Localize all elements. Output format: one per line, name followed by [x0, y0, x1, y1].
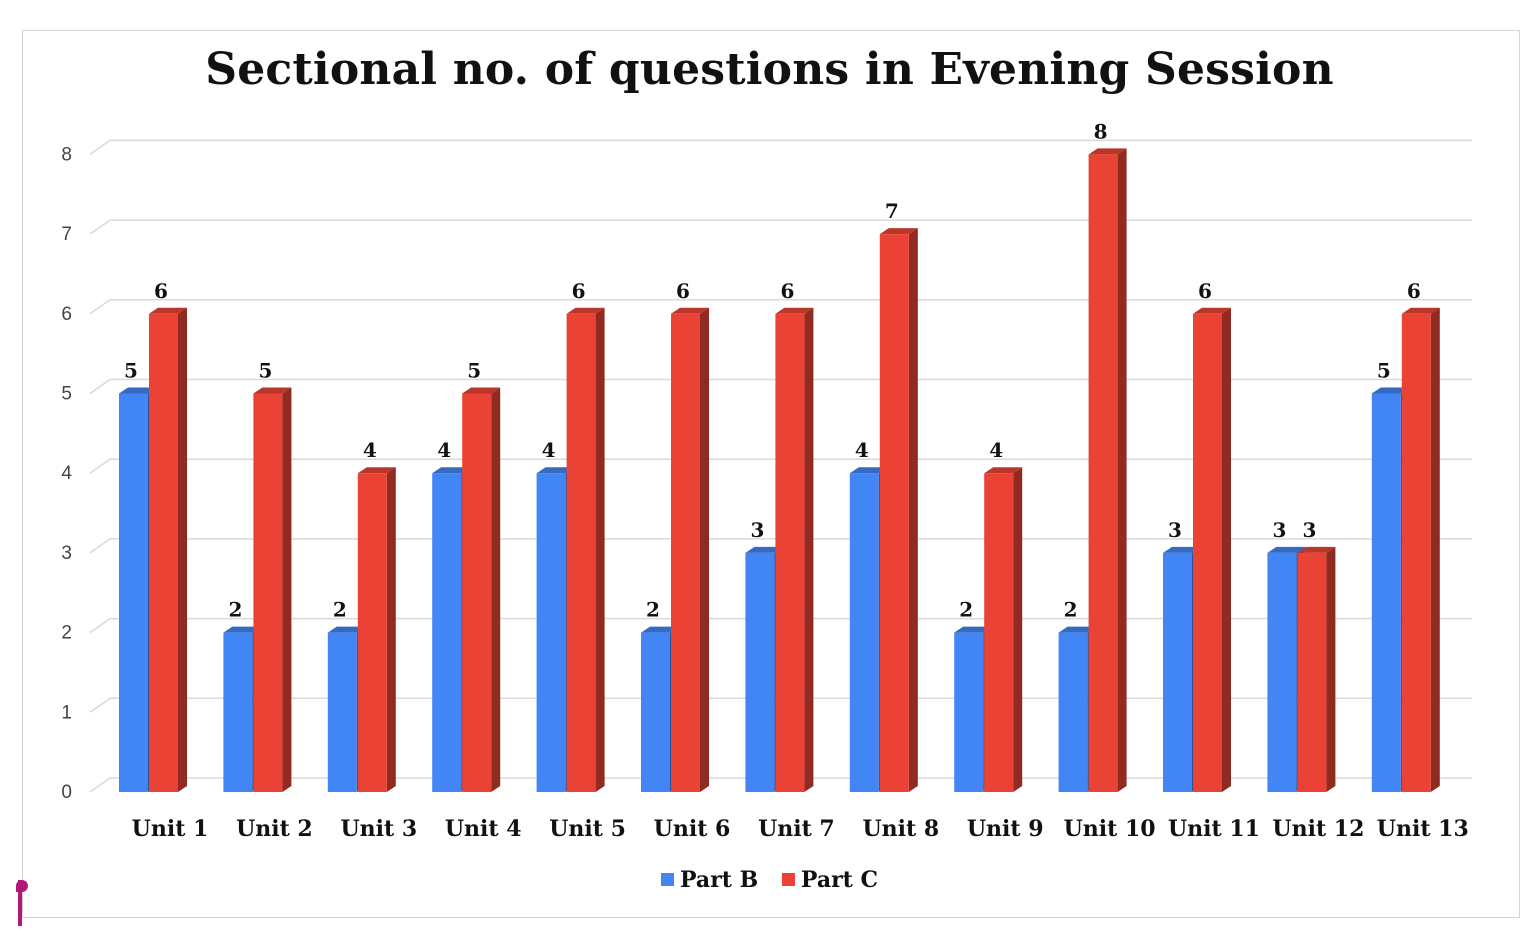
bar-part-c-unit-6[interactable] — [671, 307, 709, 792]
y-tick-label: 2 — [61, 623, 72, 644]
legend-item-part-b[interactable]: Part B — [660, 866, 759, 893]
x-axis: Unit 1 Unit 2 Unit 3 Unit 4 Unit 5 Unit 6 Unit… — [132, 816, 1469, 842]
legend: Part B Part C — [0, 866, 1539, 893]
data-label: 6 — [572, 279, 586, 303]
data-label: 5 — [124, 359, 138, 383]
data-label: 5 — [467, 359, 481, 383]
page-marker-head — [16, 880, 28, 892]
y-tick-label: 7 — [61, 224, 72, 245]
y-tick-label: 6 — [61, 304, 72, 325]
data-label: 4 — [542, 438, 556, 462]
y-tick-label: 4 — [61, 463, 72, 484]
x-tick-label: Unit 8 — [862, 816, 939, 842]
gridline-4 — [89, 458, 1472, 474]
legend-swatch-part-c — [781, 873, 795, 886]
bar-part-c-unit-9[interactable] — [984, 467, 1023, 792]
data-label: 4 — [363, 438, 377, 462]
bar-part-c-unit-10[interactable] — [1088, 148, 1127, 792]
data-label: 5 — [1377, 359, 1391, 383]
x-tick-label: Unit 2 — [236, 816, 313, 842]
bar-part-c-unit-12[interactable] — [1297, 546, 1336, 792]
gridline-7 — [89, 219, 1472, 235]
bar-part-c-unit-3[interactable] — [357, 467, 396, 792]
data-label: 2 — [959, 598, 973, 622]
x-tick-label: Unit 4 — [445, 816, 522, 842]
x-tick-label: Unit 5 — [549, 816, 626, 842]
data-label: 6 — [1407, 279, 1421, 303]
legend-item-part-c[interactable]: Part C — [781, 866, 879, 893]
data-label: 4 — [989, 438, 1003, 462]
data-label: 6 — [676, 279, 690, 303]
x-tick-label: Unit 1 — [132, 816, 209, 842]
data-label: 7 — [885, 199, 899, 223]
bar-part-c-unit-4[interactable] — [462, 387, 501, 793]
data-label: 3 — [750, 518, 764, 542]
data-label: 2 — [333, 598, 347, 622]
bar-part-c-unit-5[interactable] — [566, 307, 605, 792]
data-label: 6 — [1198, 279, 1212, 303]
y-tick-label: 3 — [61, 543, 72, 564]
data-label: 4 — [437, 438, 451, 462]
bar-part-c-unit-8[interactable] — [879, 228, 918, 793]
page-marker — [18, 880, 22, 926]
data-label: 6 — [154, 279, 168, 303]
x-tick-label: Unit 10 — [1064, 816, 1156, 842]
bar-part-c-unit-1[interactable] — [149, 307, 187, 792]
data-label: 4 — [855, 438, 869, 462]
x-tick-label: Unit 11 — [1168, 816, 1260, 842]
gridline-5 — [89, 378, 1472, 395]
chart-title: Sectional no. of questions in Evening Se… — [205, 44, 1334, 95]
data-label: 2 — [228, 598, 242, 622]
y-tick-label: 8 — [61, 144, 72, 165]
data-label: 3 — [1168, 518, 1182, 542]
data-label: 2 — [1064, 598, 1078, 622]
y-tick-label: 1 — [61, 702, 72, 723]
data-label: 3 — [1302, 518, 1316, 542]
x-tick-label: Unit 9 — [967, 816, 1044, 842]
bar-part-c-unit-11[interactable] — [1193, 307, 1231, 792]
x-tick-label: Unit 7 — [758, 816, 835, 842]
legend-label-part-c: Part C — [800, 866, 879, 893]
bar-part-c-unit-7[interactable] — [775, 307, 814, 792]
x-tick-label: Unit 12 — [1272, 816, 1364, 842]
y-axis: 0 1 2 3 4 5 6 7 8 — [61, 144, 72, 803]
bar-part-c-unit-13[interactable] — [1401, 307, 1440, 792]
x-tick-label: Unit 3 — [340, 816, 417, 842]
legend-swatch-part-b — [660, 873, 674, 886]
gridline-8 — [89, 139, 1472, 156]
bars — [119, 148, 1440, 793]
y-tick-label: 0 — [61, 782, 72, 803]
x-tick-label: Unit 13 — [1377, 816, 1469, 842]
bar-part-c-unit-2[interactable] — [253, 387, 292, 793]
data-label: 8 — [1094, 119, 1108, 143]
x-tick-label: Unit 6 — [654, 816, 731, 842]
legend-label-part-b: Part B — [679, 866, 759, 893]
data-label: 6 — [780, 279, 794, 303]
data-label: 3 — [1272, 518, 1286, 542]
data-label: 5 — [258, 359, 272, 383]
gridline-6 — [89, 299, 1472, 315]
y-tick-label: 5 — [61, 384, 72, 405]
data-label: 2 — [646, 598, 660, 622]
